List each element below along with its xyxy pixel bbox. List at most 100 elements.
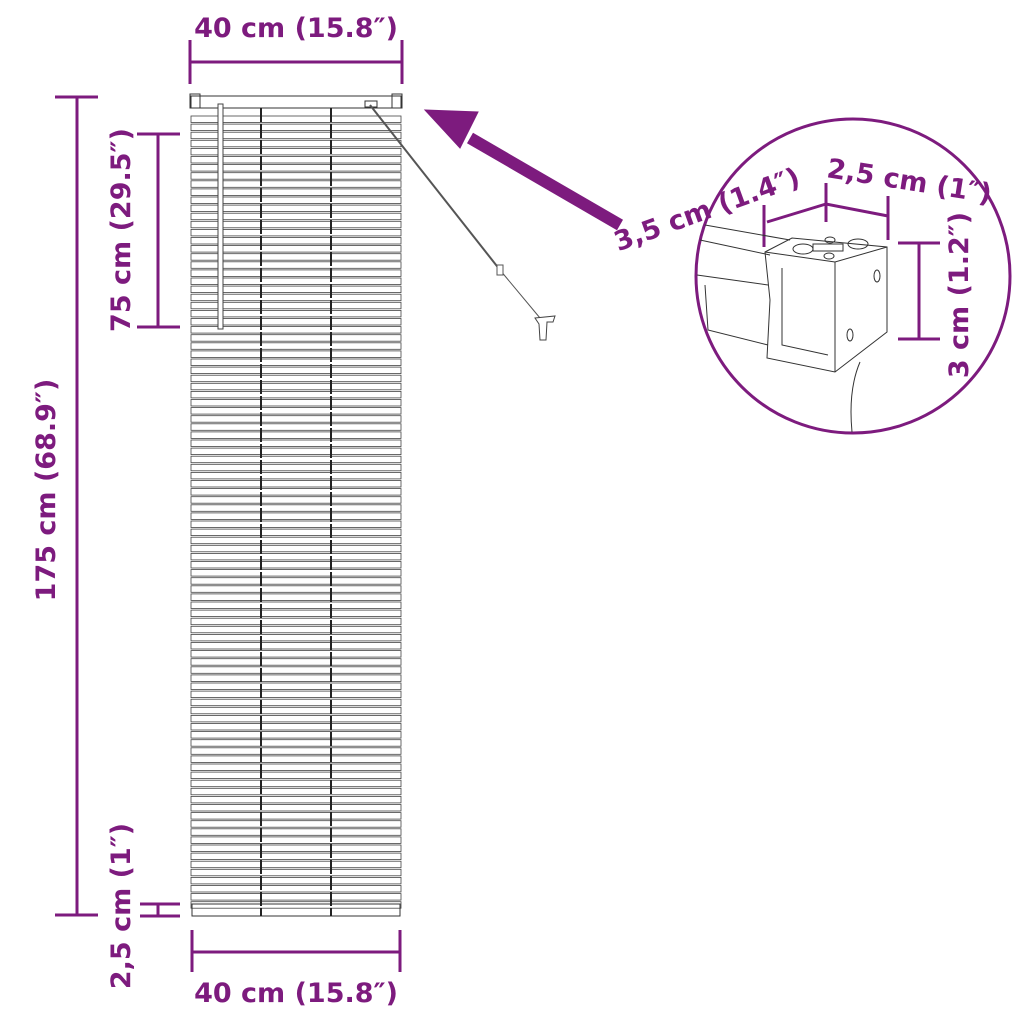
slat <box>190 650 402 658</box>
height-control-label: 75 cm (29.5″) <box>106 128 137 332</box>
slat <box>190 220 402 229</box>
slat <box>190 285 402 294</box>
slat <box>190 156 402 164</box>
slats <box>190 115 402 909</box>
slat <box>190 196 402 204</box>
slat <box>190 544 402 553</box>
slat <box>190 893 402 901</box>
slat <box>190 796 402 804</box>
slat <box>190 731 402 739</box>
slat <box>190 180 402 188</box>
slat <box>190 115 402 123</box>
slat <box>190 212 402 221</box>
bottom-rail <box>191 903 401 917</box>
slat <box>190 690 402 698</box>
slat <box>190 658 402 666</box>
arrow-icon <box>423 109 479 149</box>
slat <box>190 496 402 504</box>
bracket-detail <box>696 224 888 433</box>
slat <box>190 723 402 731</box>
blind-drawing <box>189 93 556 917</box>
slat <box>190 577 402 585</box>
slat <box>190 366 402 375</box>
pull-cord[interactable] <box>369 104 501 271</box>
slat <box>190 147 402 156</box>
slat <box>190 836 402 844</box>
slat <box>190 747 402 755</box>
slat <box>190 334 402 342</box>
bottom-rail-label: 2,5 cm (1″) <box>106 823 137 989</box>
slat <box>190 123 402 131</box>
slat <box>190 463 402 472</box>
slat <box>190 399 402 407</box>
slat <box>190 204 402 213</box>
slat <box>190 763 402 771</box>
end-cap <box>189 93 201 109</box>
slat <box>190 390 402 399</box>
end-cap <box>391 93 403 109</box>
width-bottom-label: 40 cm (15.8″) <box>194 978 398 1009</box>
slat <box>190 682 402 690</box>
slat <box>190 164 402 172</box>
slat <box>190 382 402 391</box>
slat <box>190 471 402 480</box>
slat <box>190 820 402 828</box>
slat <box>190 771 402 779</box>
slat <box>190 787 402 796</box>
tilt-wand[interactable] <box>217 103 224 330</box>
slat <box>190 455 402 464</box>
slat <box>190 358 402 366</box>
slat <box>190 536 402 545</box>
slat <box>190 812 402 820</box>
slat <box>190 715 402 723</box>
slat <box>190 585 402 593</box>
slat <box>190 828 402 836</box>
slat <box>190 488 402 496</box>
slat <box>190 423 402 431</box>
slat <box>190 326 402 334</box>
slat <box>190 293 402 302</box>
slat <box>190 706 402 715</box>
slat <box>190 407 402 415</box>
slat <box>190 188 402 196</box>
slat <box>190 374 402 383</box>
slat <box>190 480 402 488</box>
slat <box>190 261 402 269</box>
slat <box>190 844 402 852</box>
slat <box>190 901 402 909</box>
width-top-label: 40 cm (15.8″) <box>194 13 398 44</box>
detail-circle <box>694 117 1012 435</box>
slat <box>190 625 402 634</box>
slat <box>190 634 402 642</box>
cord-stop <box>496 264 504 276</box>
slat <box>190 415 402 423</box>
slat <box>190 852 402 860</box>
bracket-width-label: 2,5 cm (1″) <box>825 153 994 210</box>
slat <box>190 172 402 180</box>
slat <box>190 674 402 682</box>
slat <box>190 309 402 318</box>
slat <box>190 528 402 536</box>
slat <box>190 868 402 877</box>
slat <box>190 642 402 650</box>
slat <box>190 561 402 569</box>
slat <box>190 885 402 893</box>
slat <box>190 504 402 512</box>
slat <box>190 269 402 277</box>
headrail <box>190 95 402 109</box>
slat <box>190 804 402 812</box>
slat <box>190 779 402 788</box>
slat <box>190 698 402 707</box>
slat <box>190 609 402 617</box>
cord-clip <box>534 315 556 341</box>
slat <box>190 553 402 561</box>
slat <box>190 520 402 528</box>
slat <box>190 860 402 869</box>
arrow-shaft <box>466 132 624 231</box>
slat <box>190 228 402 237</box>
slat <box>190 131 402 140</box>
slat <box>190 569 402 577</box>
slat <box>190 512 402 520</box>
